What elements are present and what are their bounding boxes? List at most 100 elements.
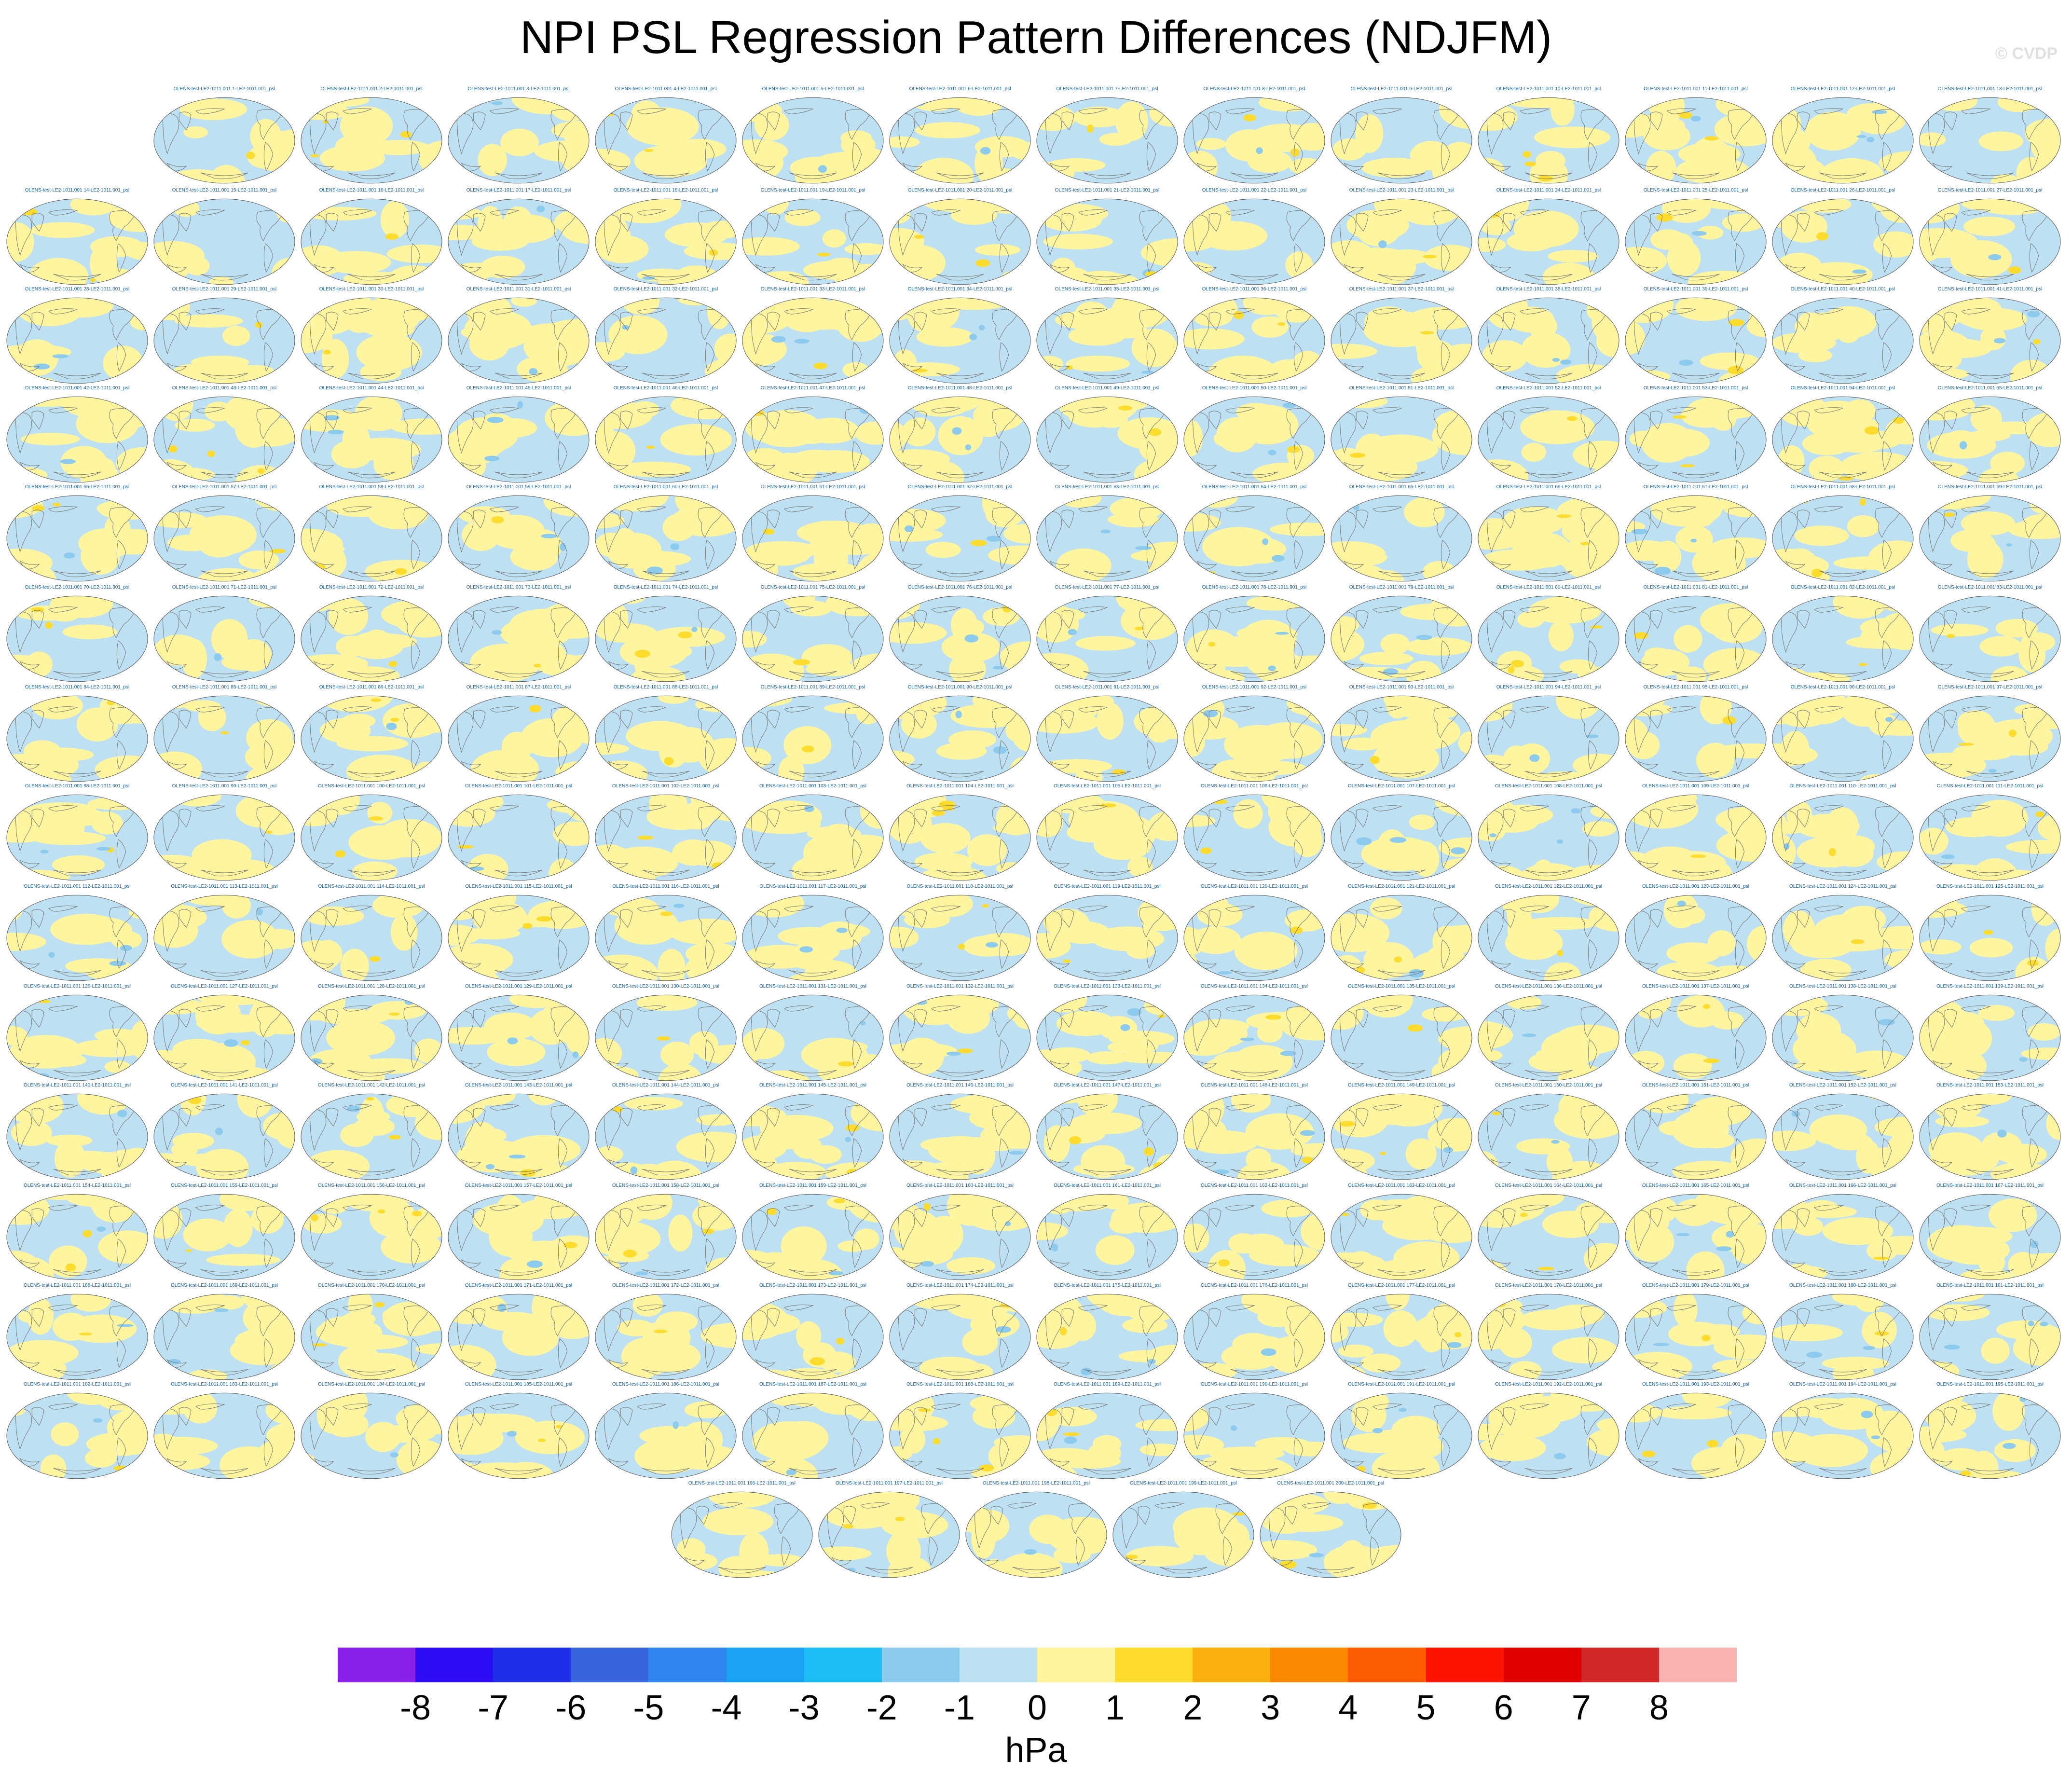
colorbar-swatch <box>804 1648 882 1682</box>
map-panel: OLENS-test-LE2-1011.001 2-LE2-1011.001_p… <box>300 86 443 184</box>
coastline <box>783 209 814 216</box>
map-panel: OLENS-test-LE2-1011.001 94-LE2-1011.001_… <box>1477 684 1620 783</box>
panel-label: OLENS-test-LE2-1011.001 99-LE2-1011.001_… <box>172 784 277 789</box>
panel-label: OLENS-test-LE2-1011.001 130-LE2-1011.001… <box>612 984 719 989</box>
coastline <box>1372 209 1402 216</box>
positive-anomaly <box>1980 326 2006 350</box>
coastline <box>1078 1205 1108 1211</box>
positive-anomaly <box>1862 1311 1897 1348</box>
positive-anomaly <box>303 1213 342 1234</box>
map-border <box>742 1293 884 1380</box>
positive-anomaly <box>1266 1335 1320 1374</box>
panel-label: OLENS-test-LE2-1011.001 138-LE2-1011.001… <box>1789 984 1896 989</box>
coastline <box>936 471 984 479</box>
map-panel-svg <box>1919 695 2061 782</box>
coastline <box>1524 1369 1573 1376</box>
map-border <box>448 495 590 582</box>
coastline <box>999 540 1009 570</box>
panel-label: OLENS-test-LE2-1011.001 146-LE2-1011.001… <box>906 1083 1014 1088</box>
positive-anomaly <box>565 1020 590 1058</box>
strong-positive-anomaly <box>970 540 987 547</box>
positive-anomaly <box>1110 512 1159 528</box>
coastline <box>931 108 961 114</box>
map-panel: OLENS-test-LE2-1011.001 187-LE2-1011.001… <box>741 1381 884 1480</box>
map-border <box>6 1093 148 1180</box>
positive-anomaly <box>1675 298 1737 321</box>
positive-anomaly <box>1772 743 1818 767</box>
coastline <box>1797 1308 1810 1327</box>
coastline <box>1813 1104 1844 1111</box>
panel-label: OLENS-test-LE2-1011.001 197-LE2-1011.001… <box>836 1481 943 1486</box>
coastline <box>1797 213 1810 232</box>
coastline <box>1588 939 1598 969</box>
coastline <box>1293 740 1304 770</box>
positive-anomaly <box>319 145 385 172</box>
positive-anomaly <box>221 920 279 959</box>
map-panel-svg <box>301 1093 442 1180</box>
positive-anomaly <box>1003 523 1031 544</box>
map-panel-svg <box>301 97 442 184</box>
coastline <box>783 1005 814 1012</box>
coastline <box>1208 111 1221 131</box>
coastline <box>116 1238 126 1268</box>
coastline <box>162 1010 179 1052</box>
colorbar-tick-label: -5 <box>633 1689 664 1727</box>
map-border <box>153 1392 295 1479</box>
strong-positive-anomaly <box>1279 1560 1297 1569</box>
panel-label: OLENS-test-LE2-1011.001 159-LE2-1011.001… <box>759 1183 866 1188</box>
coastline <box>1882 1238 1892 1268</box>
coastline <box>1503 909 1516 928</box>
coastline <box>751 214 768 256</box>
positive-anomaly <box>1668 1321 1727 1347</box>
coastline <box>342 407 372 413</box>
positive-anomaly <box>595 221 631 249</box>
map-panel-svg <box>1183 994 1325 1081</box>
strong-negative-anomaly <box>1240 1037 1255 1041</box>
coastline <box>1588 740 1598 770</box>
panel-label: OLENS-test-LE2-1011.001 89-LE2-1011.001_… <box>760 685 865 690</box>
positive-anomaly <box>238 550 279 570</box>
coastline <box>767 809 780 828</box>
coastline <box>783 108 814 114</box>
coastline <box>1377 172 1426 179</box>
map-panel-svg <box>448 495 590 582</box>
positive-anomaly <box>453 417 511 457</box>
coastline <box>178 111 192 131</box>
map-border <box>1036 1093 1178 1180</box>
panel-label: OLENS-test-LE2-1011.001 45-LE2-1011.001_… <box>466 385 571 391</box>
coastline <box>558 640 568 670</box>
positive-anomaly <box>21 432 80 446</box>
positive-anomaly <box>153 913 198 948</box>
coastline <box>15 313 32 355</box>
coastline <box>116 1138 126 1168</box>
coastline <box>789 274 837 281</box>
coastline <box>1045 611 1062 653</box>
map-panel-svg <box>1625 794 1767 881</box>
coastline <box>642 372 690 380</box>
coastline <box>1078 308 1108 315</box>
strong-negative-anomaly <box>965 444 972 451</box>
coastline <box>31 710 44 729</box>
positive-anomaly <box>622 298 659 315</box>
positive-anomaly <box>171 1142 198 1157</box>
coastline <box>1633 611 1651 653</box>
panel-label: OLENS-test-LE2-1011.001 182-LE2-1011.001… <box>24 1382 131 1387</box>
coastline <box>604 511 621 553</box>
coastline <box>1735 740 1745 770</box>
positive-anomaly <box>1809 1443 1853 1460</box>
coastline <box>1928 113 1945 155</box>
colorbar-swatch <box>1037 1648 1115 1682</box>
positive-anomaly <box>563 122 590 147</box>
positive-anomaly <box>1126 943 1155 959</box>
coastline <box>178 1407 192 1426</box>
coastline <box>48 606 78 613</box>
coastline <box>1633 711 1651 753</box>
coastline <box>473 1308 486 1327</box>
coastline <box>1146 839 1156 869</box>
map-panel-svg <box>1772 894 1914 981</box>
map-panel-svg <box>1331 794 1472 881</box>
map-panel: OLENS-test-LE2-1011.001 58-LE2-1011.001_… <box>300 484 443 582</box>
positive-anomaly <box>1075 636 1136 651</box>
positive-anomaly <box>1243 298 1291 316</box>
positive-anomaly <box>742 631 767 648</box>
